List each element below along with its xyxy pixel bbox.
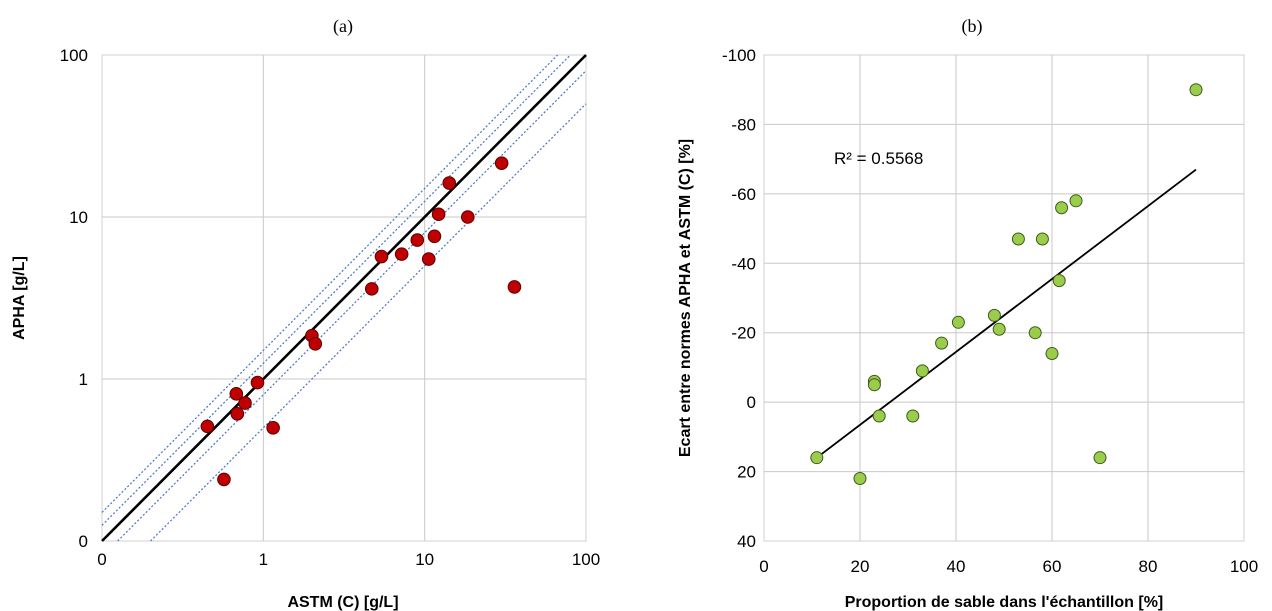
chart-b-x-tick-label: 100: [1230, 557, 1258, 576]
chart-b-point: [810, 451, 824, 465]
chart-a-bound-line: [101, 54, 571, 526]
chart-b-y-tick-label: -20: [731, 324, 756, 343]
chart-a-x-axis-title: ASTM (C) [g/L]: [287, 594, 398, 611]
chart-b-point: [906, 409, 920, 423]
chart-a-point: [427, 229, 442, 244]
chart-a-point: [494, 156, 509, 170]
chart-b-point: [872, 409, 886, 423]
chart-b-y-tick-label: -100: [722, 46, 756, 65]
chart-a-point: [374, 249, 389, 264]
chart-a-reference-lines: [101, 54, 587, 542]
chart-a-identity-line: [101, 54, 587, 542]
chart-b-gridlines: [763, 54, 1245, 542]
chart-b-point: [853, 472, 867, 486]
chart-b-y-ticks: -100 -80 -60 -40 -20 0 20 40: [722, 46, 756, 551]
chart-b-panel-label: (b): [962, 16, 983, 37]
chart-b-point: [1011, 232, 1025, 246]
chart-a-x-tick-label: 100: [572, 550, 600, 569]
chart-a-bound-line: [150, 103, 587, 542]
chart-a-point: [431, 207, 446, 222]
chart-b-x-tick-label: 20: [851, 557, 870, 576]
chart-b-y-tick-label: 0: [747, 393, 756, 412]
chart-b-x-axis-title: Proportion de sable dans l'échantillon […: [845, 594, 1164, 611]
chart-b-point: [935, 336, 949, 350]
chart-b-y-axis-title: Ecart entre normes APHA et ASTM (C) [%]: [677, 139, 694, 457]
chart-b-point: [915, 364, 929, 378]
chart-a-points: [200, 156, 522, 487]
chart-a-x-ticks: 0 1 10 100: [97, 550, 600, 569]
chart-b-point: [992, 322, 1006, 336]
chart-a-point: [442, 176, 457, 190]
chart-a-point: [394, 247, 409, 261]
chart-b-x-ticks: 0 20 40 60 80 100: [759, 557, 1258, 576]
chart-a-y-ticks: 0 1 10 100: [60, 46, 88, 551]
chart-b-point: [1052, 274, 1066, 288]
chart-a-point: [507, 280, 522, 294]
chart-a-y-tick-label: 10: [69, 208, 88, 227]
chart-b-y-tick-label: -80: [731, 115, 756, 134]
chart-a-y-tick-label: 0: [79, 532, 88, 551]
chart-a-y-axis-title: APHA [g/L]: [11, 256, 28, 340]
chart-b-y-tick-label: 40: [737, 532, 756, 551]
chart-a-x-tick-label: 0: [97, 550, 106, 569]
chart-b-y-tick-label: -60: [731, 185, 756, 204]
chart-a-x-tick-label: 10: [415, 550, 434, 569]
chart-a-point: [460, 210, 475, 224]
chart-b-x-tick-label: 60: [1043, 557, 1062, 576]
chart-b-plot-frame: [763, 54, 1245, 542]
chart-b: (b) 0 20 40 60 80 100 -100 -80 -60 -40 -20 0 20 40 R…: [677, 16, 1258, 611]
chart-a-point: [238, 396, 252, 410]
chart-a-point: [217, 472, 231, 487]
chart-b-r-squared-annotation: R² = 0.5568: [834, 149, 923, 168]
chart-a-point: [230, 406, 245, 421]
chart-a-y-tick-label: 100: [60, 46, 88, 65]
chart-b-point: [987, 308, 1001, 322]
chart-a-point: [200, 419, 215, 434]
chart-b-x-tick-label: 0: [759, 557, 768, 576]
chart-a-plot-frame: [101, 54, 587, 542]
chart-a-point: [229, 387, 244, 401]
chart-a-point: [250, 375, 265, 390]
chart-b-point: [867, 378, 881, 392]
chart-b-x-tick-label: 80: [1139, 557, 1158, 576]
chart-b-point: [1035, 232, 1049, 246]
chart-b-point: [1055, 201, 1069, 215]
chart-b-point: [1069, 194, 1083, 208]
chart-a-bound-line: [117, 70, 587, 542]
chart-a: (a) 0 1 10 100 0 1 10 100 ASTM (C) [g/L] APHA …: [11, 16, 600, 611]
chart-a-point: [308, 336, 323, 351]
chart-b-y-tick-label: 20: [737, 463, 756, 482]
chart-a-point: [421, 252, 436, 266]
chart-b-point: [1093, 451, 1107, 465]
chart-b-point: [1045, 347, 1059, 361]
chart-a-point: [266, 420, 280, 435]
chart-a-point: [364, 282, 379, 296]
chart-b-point: [1028, 326, 1042, 340]
chart-a-y-tick-label: 1: [79, 370, 88, 389]
chart-b-points: [810, 83, 1203, 486]
chart-a-x-tick-label: 1: [259, 550, 268, 569]
chart-a-point: [410, 233, 425, 247]
chart-b-y-tick-label: -40: [731, 254, 756, 273]
chart-b-point: [1189, 83, 1203, 97]
chart-a-panel-label: (a): [333, 16, 353, 37]
chart-b-x-tick-label: 40: [947, 557, 966, 576]
chart-a-bound-line: [101, 54, 559, 513]
chart-b-point: [951, 315, 965, 329]
